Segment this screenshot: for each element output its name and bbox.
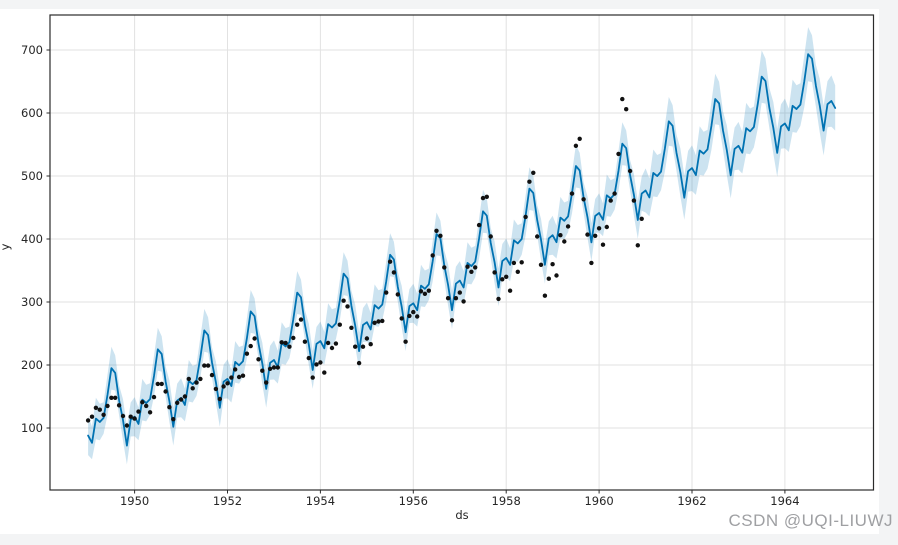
- matplotlib-figure: [0, 9, 879, 534]
- y-axis-label: y: [0, 239, 12, 255]
- y-tick-label: 700: [21, 43, 43, 57]
- forecast-line: [87, 53, 837, 447]
- y-tick-label: 200: [21, 358, 43, 372]
- y-tick-label: 600: [21, 106, 43, 120]
- x-tick-label: 1958: [492, 494, 521, 508]
- y-tick-label: 100: [21, 421, 43, 435]
- x-tick-label: 1952: [213, 494, 242, 508]
- x-tick-label: 1954: [306, 494, 335, 508]
- observed-points: [85, 96, 644, 428]
- watermark: CSDN @UQI-LIUWJ: [728, 511, 893, 530]
- uncertainty-band: [88, 27, 836, 465]
- x-axis-label: ds: [455, 508, 469, 522]
- x-tick-label: 1960: [584, 494, 613, 508]
- y-tick-label: 400: [21, 232, 43, 246]
- x-tick-label: 1956: [399, 494, 428, 508]
- x-tick-label: 1950: [120, 494, 149, 508]
- y-tick-label: 500: [21, 169, 43, 183]
- tick-labels: 1950 1952 1954 1956 1958 1960 1962 1964 100 200 30…: [21, 43, 799, 508]
- plot-spines: [49, 14, 875, 491]
- axis-ticks: [46, 49, 786, 494]
- x-tick-label: 1964: [770, 494, 799, 508]
- x-tick-label: 1962: [677, 494, 706, 508]
- y-tick-label: 300: [21, 295, 43, 309]
